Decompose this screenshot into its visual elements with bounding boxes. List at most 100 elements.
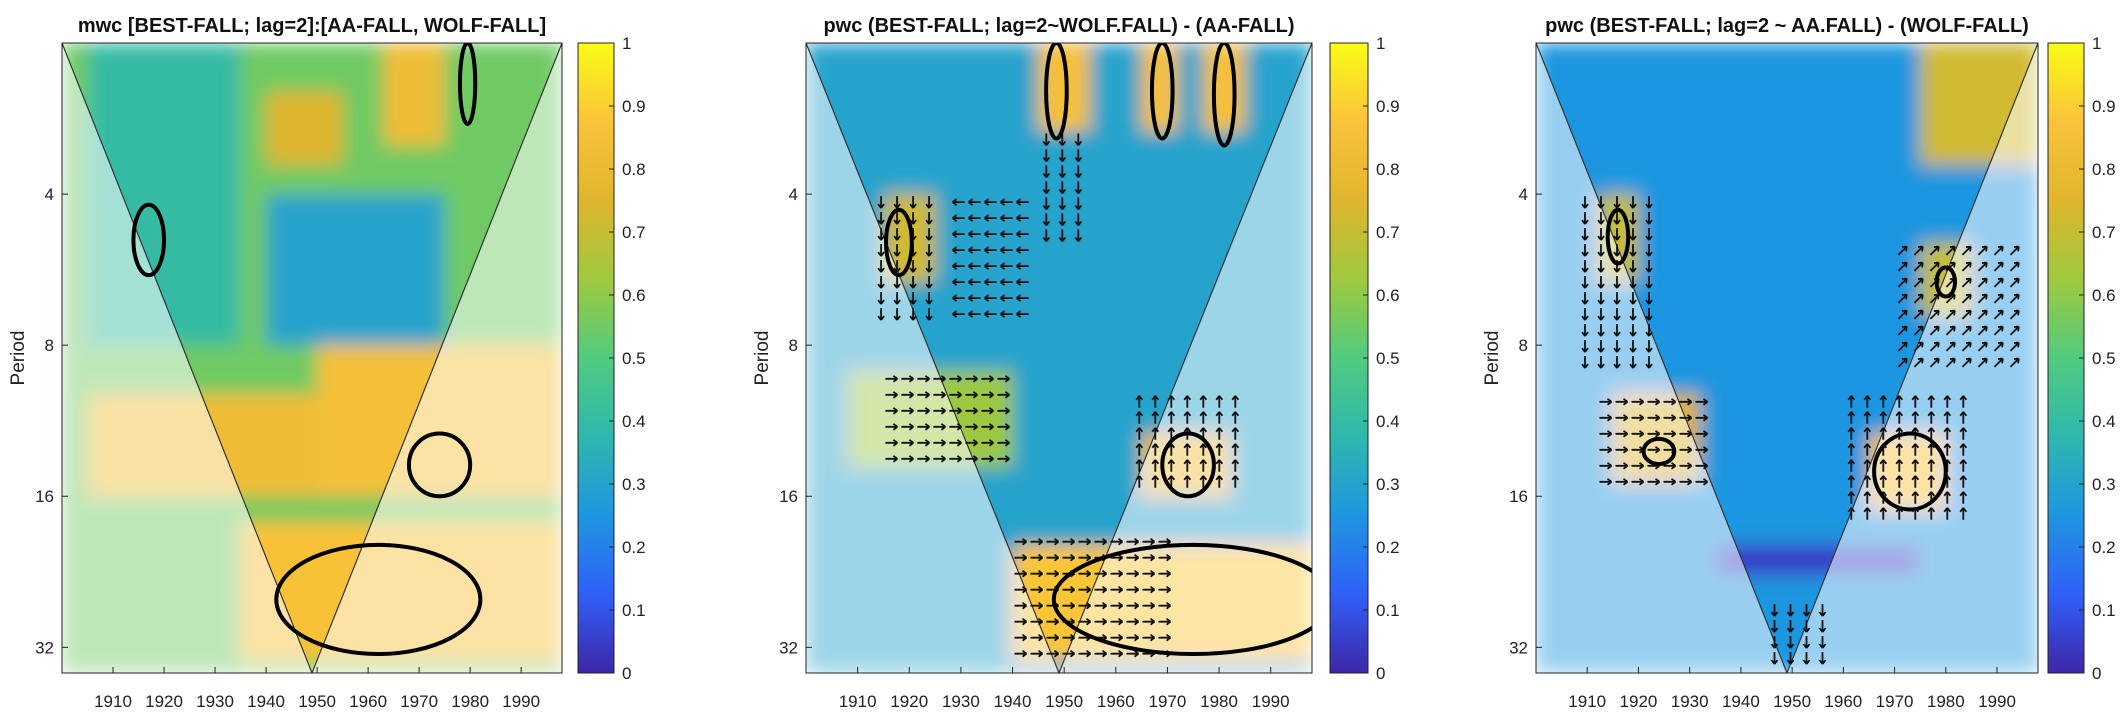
phase-arrow [965,439,978,447]
phase-arrow [1151,459,1160,472]
colorbar-tick-label: 0.2 [622,538,646,557]
phase-arrow [1615,430,1629,438]
phase-arrow [981,375,994,383]
phase-arrow [1110,617,1124,626]
phase-arrow [1151,475,1160,488]
phase-arrow [1199,443,1208,456]
phase-arrow [1016,246,1029,254]
phase-arrow [1016,230,1029,238]
phase-arrow [1879,411,1888,424]
phase-arrow [1110,601,1124,610]
phase-arrow [1802,636,1811,649]
phase-arrow [1014,585,1028,594]
phase-arrow [1911,459,1920,472]
phase-arrow [1094,649,1108,658]
phase-arrow [1058,229,1067,242]
phase-arrow [1030,537,1044,546]
phase-arrow [1231,411,1240,424]
x-tick-label: 1910 [94,692,132,711]
colorbar-tick-label: 0.9 [1376,97,1400,116]
phase-arrow [1599,478,1613,486]
phase-arrow [965,407,978,415]
phase-arrow [1597,356,1605,369]
phase-arrow [1879,427,1888,440]
phase-arrow [1135,459,1144,472]
phase-arrow [1863,491,1872,504]
phase-arrow [1581,196,1589,209]
phase-arrow [1581,260,1589,273]
x-tick-label: 1940 [1722,692,1760,711]
x-tick-label: 1960 [349,692,387,711]
phase-arrow [1014,633,1028,642]
phase-arrow [1062,633,1076,642]
chart-title: pwc (BEST-FALL; lag=2 ~ AA.FALL) - (WOLF… [1545,15,2029,37]
x-tick-label: 1980 [451,692,489,711]
phase-arrow [1961,261,1972,272]
phase-arrow [1879,395,1888,408]
phase-arrow [1943,395,1952,408]
phase-arrow [1014,553,1028,562]
y-tick-label: 16 [779,487,798,506]
phase-arrow [909,276,917,289]
phase-arrow [925,292,933,305]
phase-arrow [1014,569,1028,578]
phase-arrow [1599,446,1613,454]
colorbar-tick-label: 0.1 [622,601,646,620]
phase-arrow [1597,276,1605,289]
colorbar-tick-label: 0.6 [622,286,646,305]
x-tick-label: 1930 [1671,692,1709,711]
colorbar-tick-label: 0.3 [1376,475,1400,494]
phase-arrow [1895,459,1904,472]
phase-arrow [1913,325,1924,336]
phase-arrow [1959,459,1968,472]
phase-arrow [1142,553,1156,562]
x-tick-label: 1970 [400,692,438,711]
phase-arrow [1679,430,1693,438]
phase-arrow-group [877,196,933,321]
phase-arrow [1613,196,1621,209]
phase-arrow [1911,411,1920,424]
phase-arrow [1959,395,1968,408]
phase-arrow [1645,292,1653,305]
phase-arrow [1110,649,1124,658]
phase-arrow [1151,411,1160,424]
phase-arrow [1199,475,1208,488]
phase-arrow [1863,507,1872,520]
phase-arrow [1030,569,1044,578]
phase-arrow [984,198,997,206]
phase-arrow [981,407,994,415]
phase-arrow [1078,585,1092,594]
phase-arrow [1094,601,1108,610]
phase-arrow [877,228,885,241]
phase-arrow [917,423,930,431]
colorbar-tick-label: 0.2 [2092,538,2116,557]
phase-arrow [1042,181,1051,194]
phase-arrow [2009,261,2020,272]
phase-arrow [1913,341,1924,352]
x-tick-label: 1980 [1927,692,1965,711]
phase-arrow [1215,395,1224,408]
phase-arrow [1629,196,1637,209]
phase-arrow [1929,325,1940,336]
phase-arrow [1074,165,1083,178]
phase-arrow [997,455,1010,463]
phase-arrow [909,260,917,273]
phase-arrow [1597,196,1605,209]
phase-arrow [1142,537,1156,546]
significance-contour [131,202,167,278]
significance-contour [884,207,914,278]
phase-arrow [1847,475,1856,488]
phase-arrow [1030,553,1044,562]
phase-arrow [1945,245,1956,256]
phase-arrow [901,423,914,431]
phase-arrow [1977,341,1988,352]
phase-arrow [1000,214,1013,222]
phase-arrow [1847,411,1856,424]
phase-arrow [1645,340,1653,353]
phase-arrow [1897,293,1908,304]
phase-arrow [925,276,933,289]
phase-arrow [1058,197,1067,210]
colorbar-tick-label: 0.7 [2092,223,2116,242]
phase-arrow [1959,411,1968,424]
phase-arrow [1863,459,1872,472]
